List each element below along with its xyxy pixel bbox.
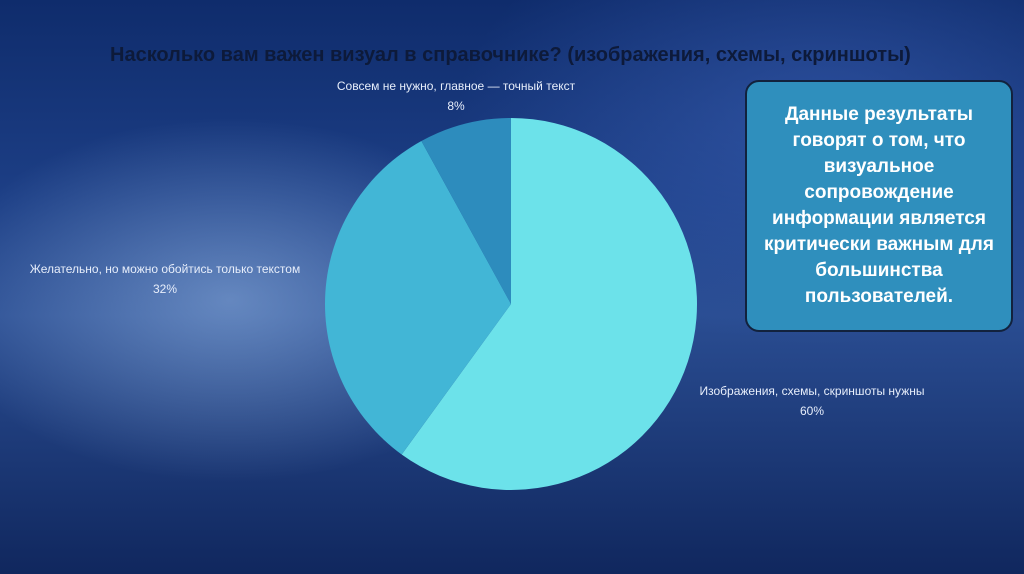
conclusion-text: Данные результаты говорят о том, что виз…: [764, 104, 994, 307]
slice-value-label: 32%: [153, 282, 177, 296]
pie-slice: [421, 118, 511, 304]
slice-category-label: Изображения, схемы, скриншоты нужны: [700, 384, 925, 398]
pie-slice: [401, 118, 698, 491]
pie-slice: [325, 141, 511, 455]
slide-title: Насколько вам важен визуал в справочнике…: [110, 44, 911, 66]
slice-category-label: Желательно, но можно обойтись только тек…: [30, 262, 300, 276]
conclusion-callout: Данные результаты говорят о том, что виз…: [745, 80, 1013, 332]
slice-value-label: 8%: [447, 99, 465, 113]
slice-category-label: Совсем не нужно, главное — точный текст: [337, 79, 576, 93]
slice-value-label: 60%: [800, 404, 824, 418]
